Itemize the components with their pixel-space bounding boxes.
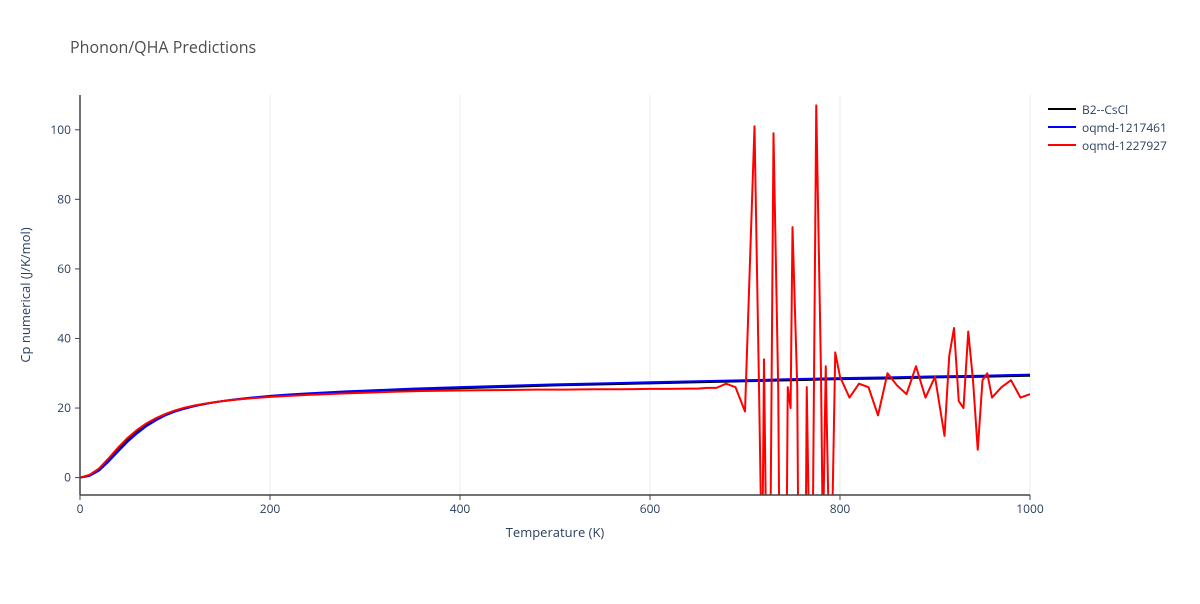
legend-swatch xyxy=(1048,126,1076,128)
x-tick-label: 0 xyxy=(77,500,84,517)
legend-item-B2--CsCl[interactable]: B2--CsCl xyxy=(1048,100,1167,118)
y-tick-label: 60 xyxy=(57,260,71,277)
y-tick-label: 100 xyxy=(50,121,71,138)
legend-label: oqmd-1217461 xyxy=(1082,119,1167,136)
y-tick-label: 40 xyxy=(57,329,71,346)
chart-title: Phonon/QHA Predictions xyxy=(70,36,256,58)
x-axis-label: Temperature (K) xyxy=(506,523,605,541)
y-tick-label: 80 xyxy=(57,190,71,207)
legend-swatch xyxy=(1048,144,1076,146)
legend-item-oqmd-1217461[interactable]: oqmd-1217461 xyxy=(1048,118,1167,136)
legend-label: oqmd-1227927 xyxy=(1082,137,1167,154)
y-tick-label: 20 xyxy=(57,399,71,416)
legend-swatch xyxy=(1048,108,1076,110)
x-tick-label: 1000 xyxy=(1016,500,1044,517)
y-tick-label: 0 xyxy=(64,469,71,486)
chart-root: Phonon/QHA Predictions 02004006008001000… xyxy=(0,0,1200,600)
chart-svg: 0 200 400 600 800 1000 0 20 40 60 80 100 Temperature… xyxy=(0,0,1200,600)
legend: B2--CsCloqmd-1217461oqmd-1227927 xyxy=(1048,100,1167,154)
legend-item-oqmd-1227927[interactable]: oqmd-1227927 xyxy=(1048,136,1167,154)
x-tick-label: 800 xyxy=(830,500,851,517)
x-tick-label: 200 xyxy=(260,500,281,517)
x-tick-label: 400 xyxy=(450,500,471,517)
y-axis-label: Cp numerical (J/K/mol) xyxy=(16,227,34,362)
legend-label: B2--CsCl xyxy=(1082,101,1128,118)
x-tick-label: 600 xyxy=(640,500,661,517)
series-line-B2--CsCl xyxy=(80,376,1030,478)
